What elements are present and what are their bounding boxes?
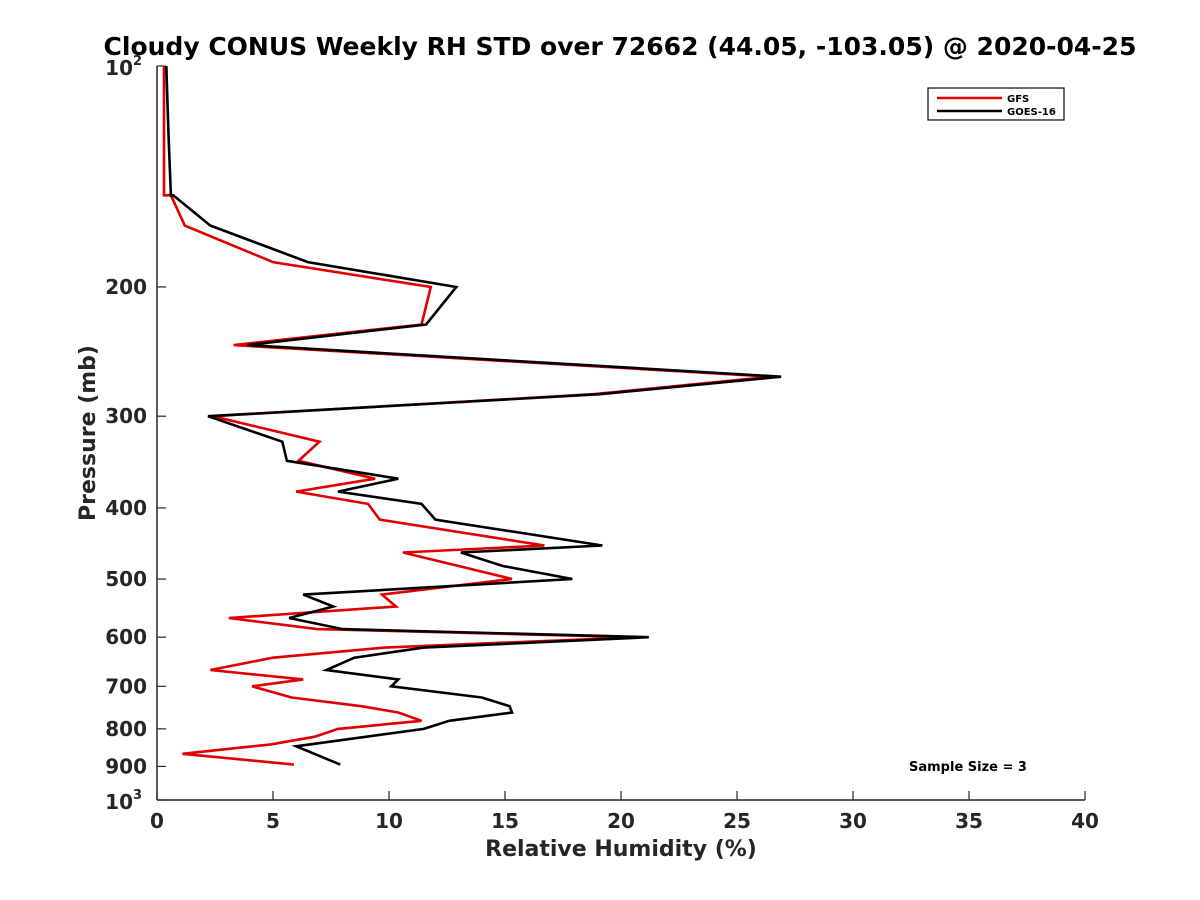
chart-title: Cloudy CONUS Weekly RH STD over 72662 (4… — [104, 32, 1137, 61]
series-layer — [162, 65, 782, 766]
x-tick-label: 20 — [607, 809, 635, 833]
y-axis-label: Pressure (mb) — [76, 345, 101, 521]
x-axis-ticks: 0 5 10 15 20 25 30 35 40 — [150, 791, 1099, 833]
series-line-goes-16 — [165, 65, 782, 766]
y-tick-exponent: 3 — [133, 788, 142, 803]
y-tick-label: 700 — [105, 674, 147, 698]
y-tick-label: 10 — [105, 56, 133, 80]
y-tick-label: 200 — [105, 275, 147, 299]
x-tick-label: 25 — [723, 809, 751, 833]
series-line-gfs — [162, 66, 772, 766]
x-tick-label: 40 — [1071, 809, 1099, 833]
plot-area — [156, 66, 1085, 801]
y-tick-label: 10 — [105, 790, 133, 814]
legend-box — [927, 87, 1065, 121]
x-tick-label: 5 — [266, 809, 280, 833]
y-tick-label: 400 — [105, 496, 147, 520]
sample-size-annotation: Sample Size = 3 — [909, 760, 1027, 775]
y-tick-label: 300 — [105, 404, 147, 428]
y-tick-label: 800 — [105, 717, 147, 741]
legend: GFS GOES-16 — [927, 87, 1065, 121]
x-tick-label: 35 — [955, 809, 983, 833]
y-tick-exponent: 2 — [133, 54, 142, 69]
y-tick-label: 600 — [105, 625, 147, 649]
x-axis-label: Relative Humidity (%) — [485, 837, 757, 862]
x-tick-label: 15 — [491, 809, 519, 833]
legend-label: GOES-16 — [1007, 107, 1056, 118]
y-tick-label: 500 — [105, 567, 147, 591]
x-tick-label: 30 — [839, 809, 867, 833]
y-tick-label: 900 — [105, 754, 147, 778]
x-tick-label: 10 — [375, 809, 403, 833]
legend-label: GFS — [1007, 94, 1029, 105]
x-tick-label: 0 — [150, 809, 164, 833]
